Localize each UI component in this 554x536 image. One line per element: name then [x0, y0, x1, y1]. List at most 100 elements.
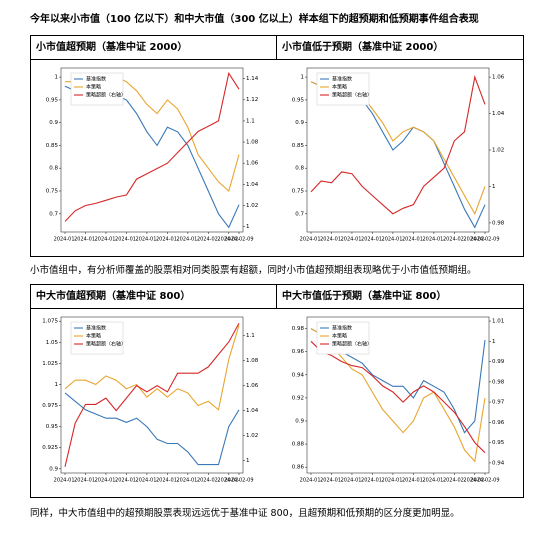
x-tick-label: 2024-01- [382, 478, 405, 484]
y2-tick-label: 1.1 [246, 118, 255, 124]
y-tick-label: 0.96 [292, 349, 305, 355]
y-tick-label: 0.75 [292, 189, 305, 195]
y-tick-label: 0.8 [49, 166, 58, 172]
y2-tick-label: 1.08 [246, 140, 259, 146]
legend-label: 本策略 [86, 84, 101, 91]
y2-tick-label: 1.04 [246, 408, 259, 414]
x-tick-label: 2024-01- [341, 237, 364, 243]
chart: 0.86 0.88 0.9 0.92 0.94 0.96 0.98 0.94 0.95 0.96 0… [292, 316, 505, 484]
y-tick-label: 1.05 [46, 340, 59, 346]
panel-heading: 中大市值超预期（基准中证 800） [31, 285, 277, 309]
plot-frame [306, 316, 490, 474]
x-tick-label: 2024-01- [341, 478, 364, 484]
y2-tick-label: 0.95 [492, 440, 505, 446]
y2-tick-label: 1.08 [246, 358, 259, 364]
y2-tick-label: 0.98 [492, 220, 505, 226]
y2-tick-label: 1.02 [246, 433, 258, 439]
x-tick-label: 2024-01- [136, 478, 159, 484]
y2-tick-label: 1.01 [492, 319, 504, 325]
x-tick-label: 2024-02- [197, 237, 220, 243]
legend-label: 基准指数 [332, 325, 352, 332]
y-tick-label: 0.975 [42, 403, 58, 409]
legend-label: 基准指数 [86, 325, 106, 332]
y2-tick-label: 0.96 [492, 420, 505, 426]
y-tick-label: 1 [55, 75, 59, 81]
x-tick-label: 2024-01- [95, 478, 118, 484]
series-line [64, 71, 240, 222]
x-tick-label: 2024-02- [443, 478, 466, 484]
x-tick-label: 2024-01- [176, 237, 199, 243]
panel: 小市值超预期（基准中证 2000） 小市值低于预期（基准中证 2000） 0.7… [30, 35, 524, 257]
y-tick-label: 1 [301, 75, 305, 81]
x-tick-label: 2024-01- [300, 237, 323, 243]
x-tick-label: 2024-02- [197, 478, 220, 484]
legend-label: 本策略 [332, 84, 347, 91]
paragraph: 小市值组中，有分析师覆盖的股票相对同类股票有超额，同时小市值超预期组表现略优于小… [30, 265, 477, 276]
legend-label: 本策略 [86, 333, 101, 340]
y2-tick-label: 1.04 [492, 111, 505, 117]
series-line [64, 392, 240, 466]
legend-label: 策略超额（右轴） [86, 341, 126, 348]
x-tick-label: 2024-01- [422, 478, 445, 484]
x-tick-label: 2024-01- [320, 237, 343, 243]
y2-tick-label: 1 [492, 339, 496, 345]
x-tick-label: 2024-01- [176, 478, 199, 484]
y2-tick-label: 1.02 [492, 148, 504, 154]
y2-tick-label: 1.1 [246, 333, 255, 339]
y-tick-label: 1.025 [42, 361, 58, 367]
y-tick-label: 0.98 [292, 326, 305, 332]
x-tick-label: 2024-01- [402, 478, 425, 484]
y2-tick-label: 0.97 [492, 400, 505, 406]
x-tick-label: 2024-01- [300, 478, 323, 484]
y-tick-label: 0.925 [42, 445, 58, 451]
x-tick-label: 2024-01- [361, 478, 384, 484]
chart: 0.9 0.925 0.95 0.975 1 1.025 1.05 1.075 1 1.02 1.0… [42, 316, 259, 484]
legend-box [316, 321, 370, 355]
y2-tick-label: 1.02 [246, 203, 258, 209]
legend-label: 基准指数 [86, 76, 106, 83]
legend-label: 策略超额（右轴） [86, 92, 126, 99]
x-tick-label: 2024-01- [74, 237, 97, 243]
x-tick-label: 2024-02- [463, 237, 486, 243]
y2-tick-label: 1 [246, 458, 250, 464]
series-line [310, 328, 486, 463]
x-tick-label: 2024-01- [136, 237, 159, 243]
y-tick-label: 0.94 [292, 372, 305, 378]
legend-label: 基准指数 [332, 76, 352, 83]
plot-frame [60, 316, 244, 474]
y2-tick-label: 1.12 [246, 97, 258, 103]
series-line [64, 85, 240, 229]
y2-tick-label: 0.94 [492, 460, 505, 466]
panel-heading: 小市值超预期（基准中证 2000） [31, 36, 277, 60]
x-tick-label: 2024-01- [74, 478, 97, 484]
y-tick-label: 0.9 [49, 120, 58, 126]
x-tick-label: 2024-02-09 [224, 478, 253, 484]
chart: 0.7 0.75 0.8 0.85 0.9 0.95 1 0.98 1 1.02 1.04 1.06 2… [292, 67, 505, 243]
legend-box [316, 72, 370, 106]
y-tick-label: 0.7 [49, 211, 58, 217]
x-tick-label: 2024-01- [115, 478, 138, 484]
legend-label: 本策略 [332, 333, 347, 340]
y-tick-label: 0.95 [46, 424, 59, 430]
series-line [310, 340, 486, 454]
plot-frame [60, 67, 244, 233]
legend-box [70, 321, 124, 355]
legend-box [70, 72, 124, 106]
y-tick-label: 0.7 [295, 211, 304, 217]
y-tick-label: 0.75 [46, 189, 59, 195]
y2-tick-label: 1 [492, 184, 496, 190]
x-tick-label: 2024-01- [382, 237, 405, 243]
y2-tick-label: 1.04 [246, 182, 259, 188]
legend-label: 策略超额（右轴） [332, 92, 372, 99]
series-line [64, 322, 240, 467]
y-tick-label: 0.88 [292, 442, 305, 448]
panel-heading: 中大市值低于预期（基准中证 800） [277, 285, 523, 309]
panel: 中大市值超预期（基准中证 800） 中大市值低于预期（基准中证 800） 0.9… [30, 284, 524, 498]
y2-tick-label: 0.98 [492, 379, 505, 385]
legend-label: 策略超额（右轴） [332, 341, 372, 348]
y-tick-label: 0.86 [292, 465, 305, 471]
series-line [310, 75, 486, 215]
x-tick-label: 2024-01- [361, 237, 384, 243]
y-tick-label: 1 [55, 382, 59, 388]
x-tick-label: 2024-02-09 [470, 237, 499, 243]
